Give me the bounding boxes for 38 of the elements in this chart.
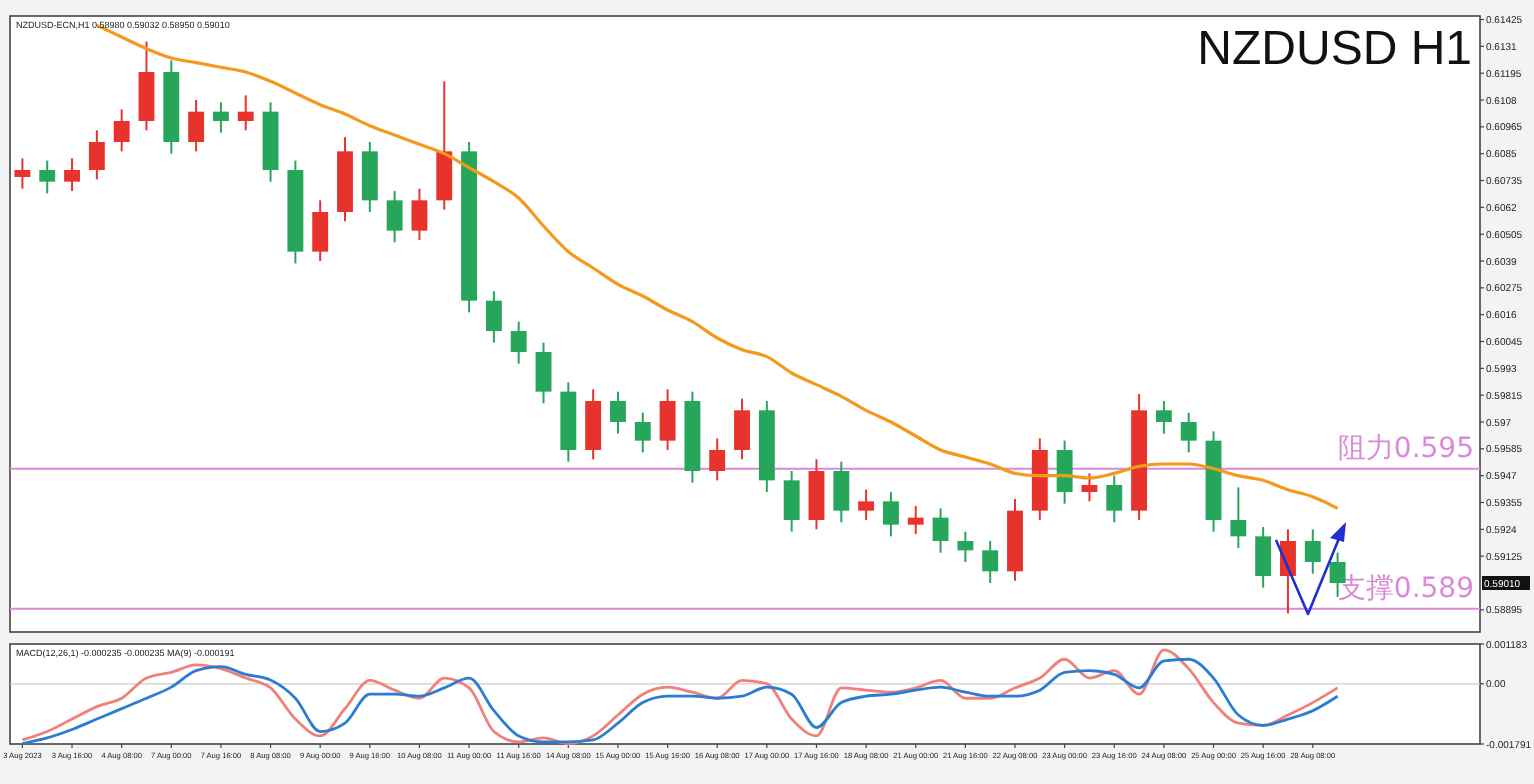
candlestick [1081,472,1098,503]
candlestick [237,94,254,132]
candlestick [1180,411,1197,454]
candlestick [64,157,80,192]
candlestick [1230,486,1247,549]
ref-line-label: 支撑0.589 [1337,572,1474,605]
candlestick [188,99,205,153]
candlestick [907,505,924,535]
candlestick [113,108,130,153]
candlestick [634,411,651,454]
candlestick [734,397,750,461]
ref-line-label: 阻力0.595 [1337,432,1474,465]
candlestick [39,159,56,195]
candlestick [1056,439,1073,505]
candlestick [610,390,626,435]
candlestick [982,540,999,584]
candlestick [882,491,899,538]
candlestick [783,470,800,533]
candlestick [510,320,527,365]
candlestick [535,341,552,405]
candlestick [1155,400,1172,435]
candlestick [312,199,329,262]
candlestick [212,101,229,134]
candlestick [14,157,31,190]
candlestick [709,437,726,482]
chart-title: NZDUSD H1 [1197,22,1472,76]
candlestick [932,507,949,554]
candlestick [1106,474,1123,524]
candlestick [411,187,428,241]
candlestick [1304,528,1321,575]
candlestick [485,290,502,344]
candlestick [386,190,403,244]
candlestick [1255,526,1272,589]
candlestick [88,129,105,181]
candlestick [957,530,974,563]
candlestick [833,460,850,524]
candlestick [858,488,875,521]
candlestick [659,388,676,451]
